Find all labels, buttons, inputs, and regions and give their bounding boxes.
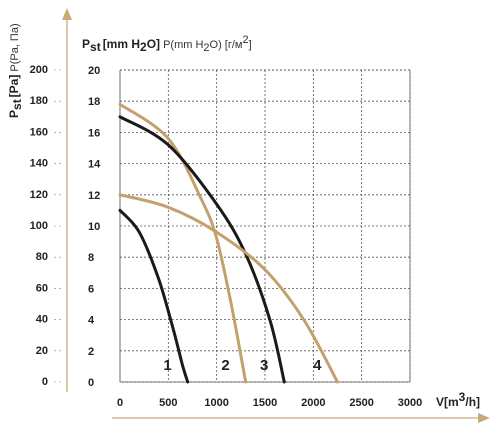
y-mm-title-extra-a: P(mm H [163,39,203,51]
curve-label-2: 2 [221,357,229,374]
y-mm-tick-label: 12 [88,190,100,202]
x-title-a: V[m [436,395,459,409]
y-mm-title-extra-b: O) [г/м [210,39,243,51]
x-axis-arrowhead [478,413,490,423]
y-pa-title-sub: st [10,99,24,110]
curve-1 [118,208,190,384]
x-title-b: /h] [465,395,480,409]
y-mm-title-unit-sub: 2 [140,40,147,54]
y-pa-tick-label: 80 [36,251,48,263]
curves [118,102,339,384]
y-pa-title-extra: P(Pa, Па) [9,23,21,71]
y-pa-tick-label: 0 [42,376,48,388]
grid [119,69,411,383]
y-mm-tick-label: 14 [88,159,101,171]
x-axis-title: V[m3/h] [436,390,480,409]
y-pa-tick-label: 100 [30,220,48,232]
y-mm-tick-label: 18 [88,96,100,108]
y-mm-tick-label: 10 [88,221,100,233]
y-mm-tick-label: 4 [88,315,95,327]
y-pa-tick-label: 180 [30,95,48,107]
y-pa-tick-label: 160 [30,126,48,138]
y-mm-tick-label: 20 [88,65,100,77]
y-pa-tick-label: 40 [36,314,48,326]
y-mm-title-unit-b: O] [147,37,160,51]
y-mm-title-extra-end: ] [249,39,252,51]
y-mm-title-unit-a: [mm H [103,37,140,51]
y-pa-tick-label: 120 [30,189,48,201]
y-mm-title-extra-sub: 2 [203,42,209,54]
x-tick-label: 1500 [253,397,277,409]
y-pa-tick-label: 140 [30,158,48,170]
curve-2 [118,102,248,384]
y-pa-tick-label: 20 [36,345,48,357]
y-mm-tick-label: 0 [88,377,94,389]
x-tick-label: 2500 [349,397,373,409]
curve-label-1: 1 [163,357,171,374]
y-mm-tick-label: 2 [88,346,94,358]
curve-label-4: 4 [313,357,322,374]
y-mm-tick-label: 8 [88,252,94,264]
x-tick-label: 2000 [301,397,325,409]
curve-3 [118,115,286,384]
y-axis-title-mm: Pst [mm H2O] P(mm H2O) [г/м2] [82,34,252,54]
y-pa-tick-label: 60 [36,282,48,294]
y-pa-title-unit: [Pa] [7,75,21,98]
y-axis-arrowhead [62,8,72,20]
y-mm-title-sub: st [90,40,101,54]
curve-labels: 1 2 3 4 [163,357,322,374]
y-mm-tick-label: 16 [88,127,100,139]
y-pa-tick-label: 200 [30,64,48,76]
y-mm-title-extra-sup: 2 [242,34,248,46]
x-tick-label: 1000 [204,397,228,409]
x-tick-label: 3000 [398,397,422,409]
curve-label-3: 3 [260,357,268,374]
curve-4 [118,193,339,384]
x-tick-label: 0 [117,397,123,409]
y-mm-tick-label: 6 [88,283,94,295]
tick-labels: 0246810121416182002040608010012014016018… [30,64,423,409]
y-axis-title-pa: Pst[Pa] P(Pa, Па) [7,23,24,118]
y-pa-title-p: P [7,110,21,118]
y-mm-title-p: P [82,37,90,51]
x-title-sup: 3 [459,390,466,404]
x-tick-label: 500 [159,397,177,409]
